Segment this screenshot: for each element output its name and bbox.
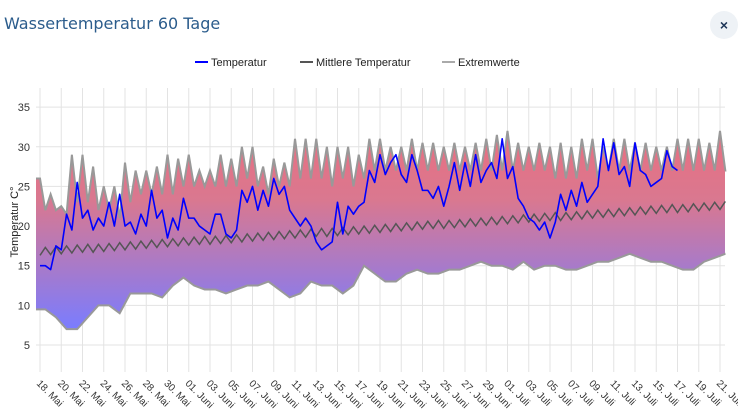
y-axis-title: Temperatur C°	[9, 186, 21, 257]
y-tick-label: 30	[18, 142, 30, 154]
chart-title: Wassertemperatur 60 Tage	[4, 14, 221, 33]
y-tick-label: 10	[18, 300, 30, 312]
y-tick-label: 5	[24, 340, 30, 352]
y-tick-label: 35	[18, 102, 30, 114]
legend-label: Extremwerte	[458, 57, 520, 69]
y-tick-label: 15	[18, 261, 30, 273]
extremes-range-area	[36, 130, 726, 330]
extremes-min-line	[36, 252, 726, 331]
legend-label: Mittlere Temperatur	[316, 57, 411, 69]
temperature-line	[40, 138, 678, 271]
legend-item[interactable]: Temperatur	[195, 57, 267, 69]
close-button[interactable]: ×	[710, 11, 738, 39]
legend-label: Temperatur	[211, 57, 267, 69]
legend-item[interactable]: Mittlere Temperatur	[300, 57, 411, 69]
legend-item[interactable]: Extremwerte	[442, 57, 520, 69]
mean-temperature-line	[39, 200, 726, 256]
y-tick-label: 20	[18, 221, 30, 233]
y-tick-label: 25	[18, 181, 30, 193]
